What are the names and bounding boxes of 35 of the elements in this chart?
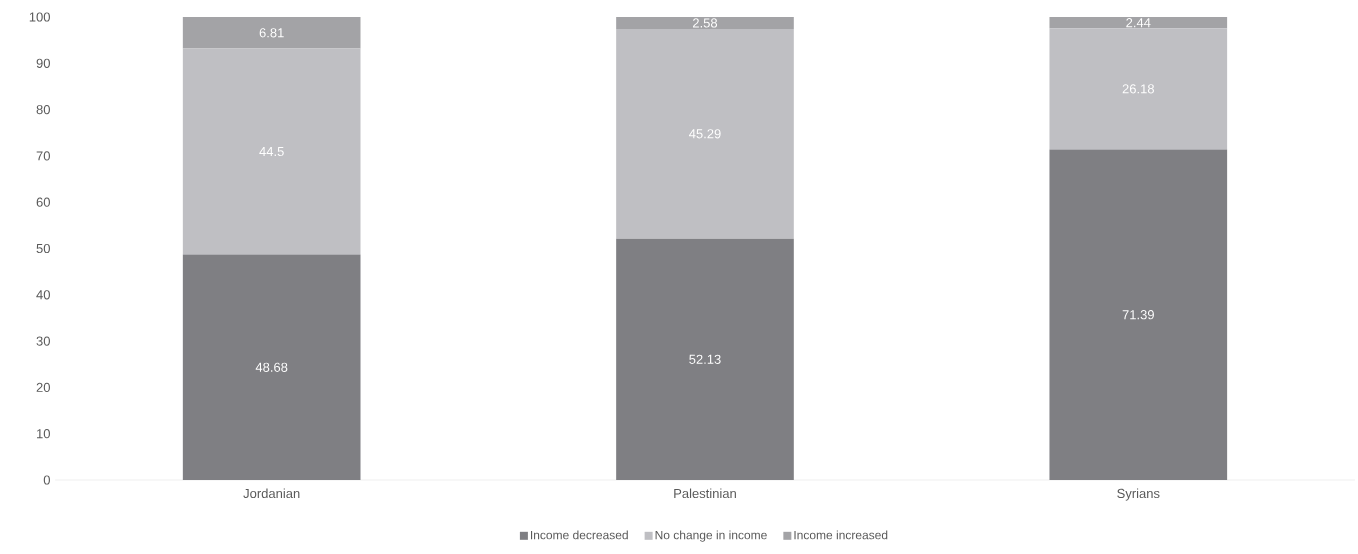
- bar: [1049, 149, 1228, 480]
- data-label: 26.18: [1122, 84, 1154, 94]
- y-tick-label: 60: [36, 197, 50, 207]
- data-label: 44.5: [259, 147, 284, 157]
- x-tick-label: Syrians: [1117, 488, 1160, 501]
- bar: [1049, 28, 1228, 150]
- y-tick-label: 80: [36, 104, 50, 115]
- data-label: 52.13: [689, 354, 721, 364]
- y-tick-label: 10: [37, 429, 50, 439]
- y-tick-label: 30: [36, 336, 50, 346]
- y-tick-label: 40: [36, 290, 50, 300]
- y-tick-label: 100: [29, 12, 50, 22]
- y-tick-label: 90: [36, 58, 50, 68]
- x-tick-label: Jordanian: [243, 488, 300, 499]
- bar: [616, 28, 794, 239]
- data-label: 45.29: [689, 129, 721, 139]
- y-tick-label: 20: [36, 382, 50, 392]
- bar: [182, 17, 361, 49]
- bar: [182, 254, 361, 480]
- y-tick-label: 0: [43, 475, 50, 485]
- bar: [616, 238, 794, 480]
- y-tick-label: 50: [36, 243, 50, 254]
- bar: [1049, 16, 1228, 29]
- legend-label: No change in income: [655, 530, 767, 542]
- data-label: 71.39: [1122, 310, 1154, 320]
- y-tick-label: 70: [36, 151, 50, 161]
- bar: [182, 48, 361, 255]
- data-label: 2.44: [1126, 18, 1151, 28]
- legend-label: Income increased: [794, 530, 888, 540]
- bar: [616, 17, 794, 29]
- x-tick-label: Palestinian: [674, 488, 736, 499]
- data-label: 48.68: [255, 362, 288, 372]
- data-label: 2.58: [692, 18, 718, 28]
- legend-label: Income decreased: [531, 530, 628, 540]
- data-label: 6.81: [259, 28, 284, 38]
